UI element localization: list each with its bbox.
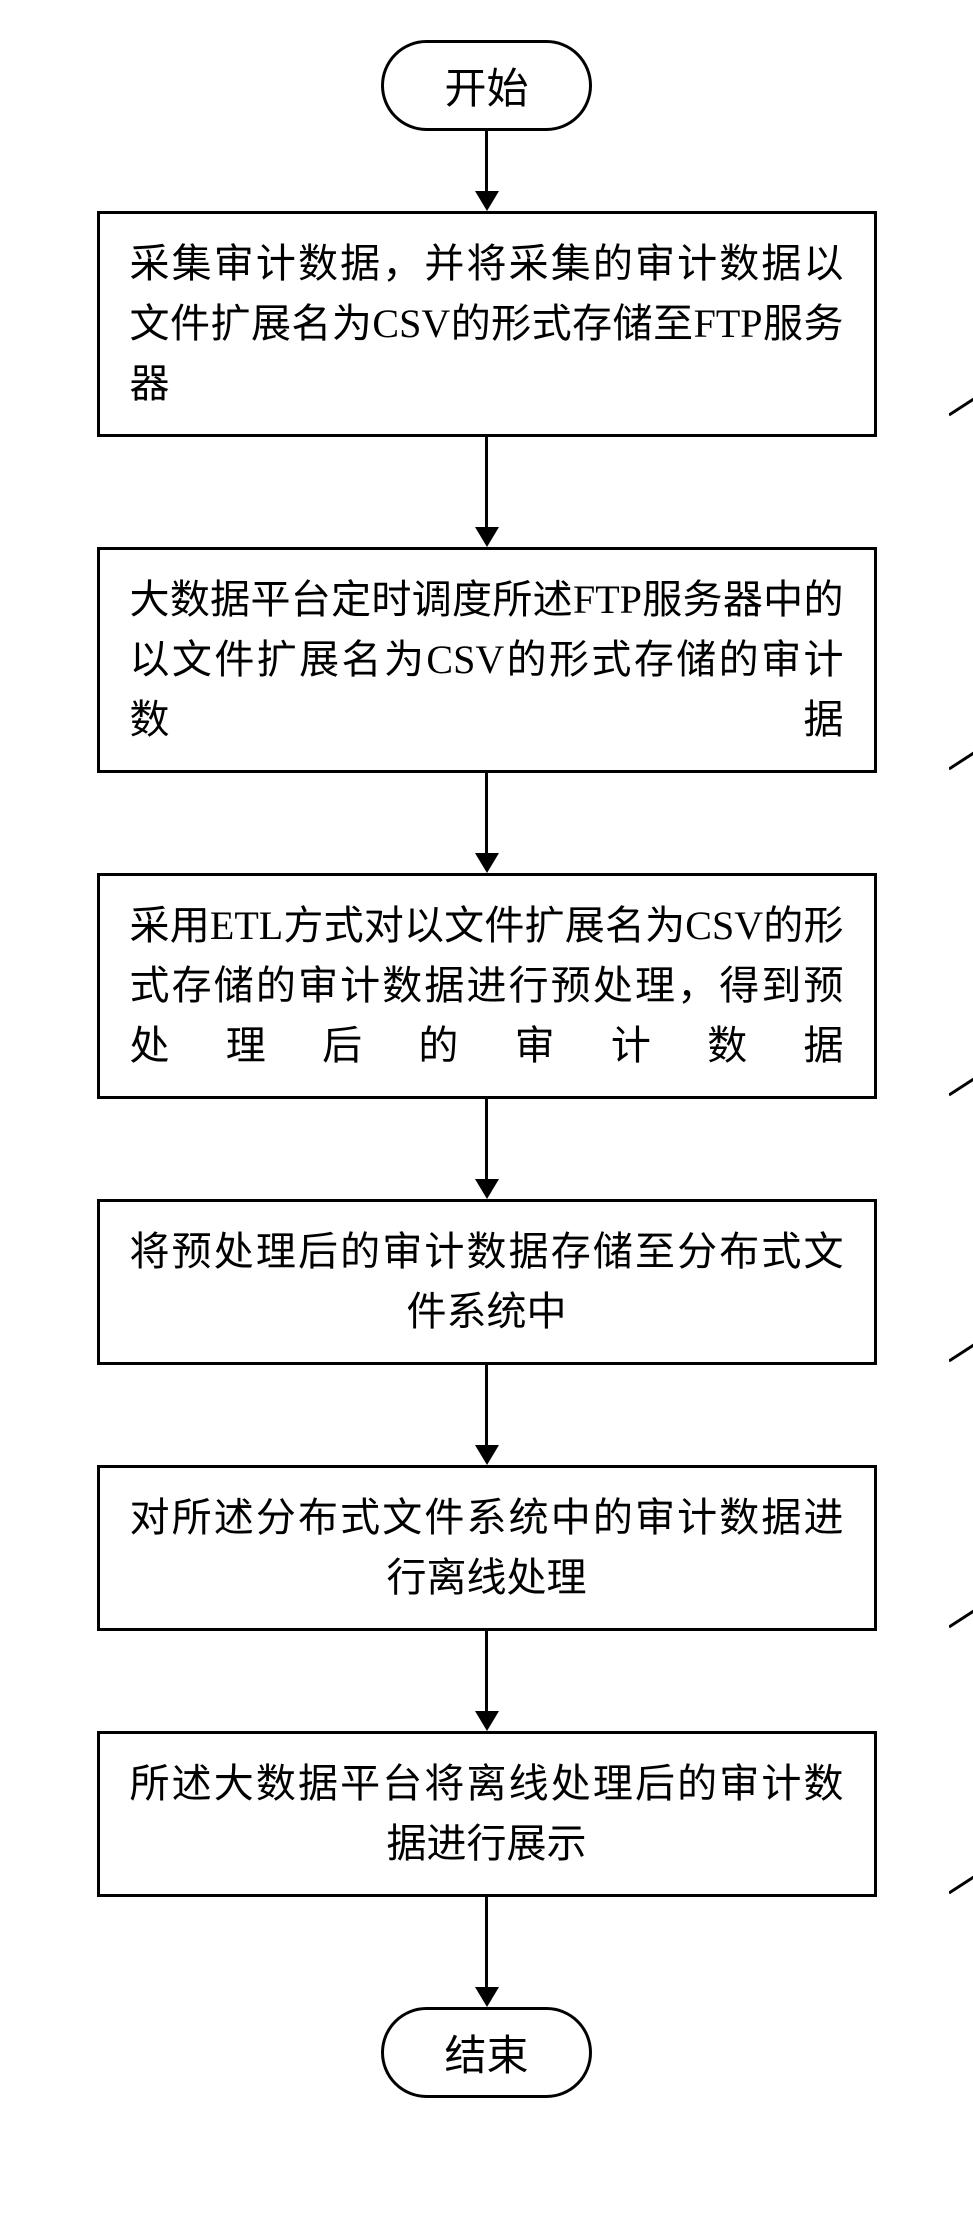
arrow-head	[475, 1987, 499, 2007]
step-s2-text: 大数据平台定时调度所述FTP服务器中的以文件扩展名为CSV的形式存储的审计数据	[130, 577, 844, 742]
flowchart-container: 开始 采集审计数据，并将采集的审计数据以文件扩展名为CSV的形式存储至FTP服务…	[37, 40, 937, 2098]
step-s3-box: 采用ETL方式对以文件扩展名为CSV的形式存储的审计数据进行预处理，得到预处理后…	[97, 873, 877, 1099]
arrow-s1-s2	[475, 437, 499, 547]
step-s4-text: 将预处理后的审计数据存储至分布式文件系统中	[130, 1229, 844, 1334]
step-s2-container: 大数据平台定时调度所述FTP服务器中的以文件扩展名为CSV的形式存储的审计数据 …	[37, 547, 937, 773]
connector-line-icon	[949, 1333, 973, 1373]
arrow-line	[485, 1631, 488, 1711]
step-s1-box: 采集审计数据，并将采集的审计数据以文件扩展名为CSV的形式存储至FTP服务器	[97, 211, 877, 437]
arrow-s5-s6	[475, 1631, 499, 1731]
arrow-head	[475, 1445, 499, 1465]
step-s3-text: 采用ETL方式对以文件扩展名为CSV的形式存储的审计数据进行预处理，得到预处理后…	[130, 903, 844, 1068]
step-s4-box: 将预处理后的审计数据存储至分布式文件系统中	[97, 1199, 877, 1365]
arrow-line	[485, 131, 488, 191]
arrow-line	[485, 1099, 488, 1179]
connector-line-icon	[949, 387, 973, 427]
arrow-start-s1	[475, 131, 499, 211]
arrow-s6-end	[475, 1897, 499, 2007]
arrow-s4-s5	[475, 1365, 499, 1465]
step-s3-container: 采用ETL方式对以文件扩展名为CSV的形式存储的审计数据进行预处理，得到预处理后…	[37, 873, 937, 1099]
arrow-line	[485, 1897, 488, 1987]
arrow-head	[475, 1711, 499, 1731]
arrow-line	[485, 1365, 488, 1445]
arrow-line	[485, 437, 488, 527]
arrow-head	[475, 527, 499, 547]
arrow-head	[475, 853, 499, 873]
start-terminal: 开始	[381, 40, 591, 131]
connector-line-icon	[949, 1865, 973, 1905]
arrow-head	[475, 1179, 499, 1199]
arrow-s3-s4	[475, 1099, 499, 1199]
arrow-line	[485, 773, 488, 853]
step-s6-text: 所述大数据平台将离线处理后的审计数据进行展示	[130, 1761, 844, 1866]
step-s5-box: 对所述分布式文件系统中的审计数据进行离线处理	[97, 1465, 877, 1631]
step-s2-box: 大数据平台定时调度所述FTP服务器中的以文件扩展名为CSV的形式存储的审计数据	[97, 547, 877, 773]
connector-line-icon	[949, 1067, 973, 1107]
start-label: 开始	[444, 67, 528, 113]
step-s5-text: 对所述分布式文件系统中的审计数据进行离线处理	[130, 1495, 844, 1600]
end-terminal: 结束	[381, 2007, 591, 2098]
arrow-head	[475, 191, 499, 211]
connector-line-icon	[949, 1599, 973, 1639]
step-s1-container: 采集审计数据，并将采集的审计数据以文件扩展名为CSV的形式存储至FTP服务器 S…	[37, 211, 937, 437]
step-s5-container: 对所述分布式文件系统中的审计数据进行离线处理 S5	[37, 1465, 937, 1631]
end-label: 结束	[444, 2034, 528, 2080]
step-s6-container: 所述大数据平台将离线处理后的审计数据进行展示 S6	[37, 1731, 937, 1897]
connector-line-icon	[949, 741, 973, 781]
arrow-s2-s3	[475, 773, 499, 873]
step-s1-text: 采集审计数据，并将采集的审计数据以文件扩展名为CSV的形式存储至FTP服务器	[130, 241, 844, 406]
step-s6-box: 所述大数据平台将离线处理后的审计数据进行展示	[97, 1731, 877, 1897]
step-s4-container: 将预处理后的审计数据存储至分布式文件系统中 S4	[37, 1199, 937, 1365]
